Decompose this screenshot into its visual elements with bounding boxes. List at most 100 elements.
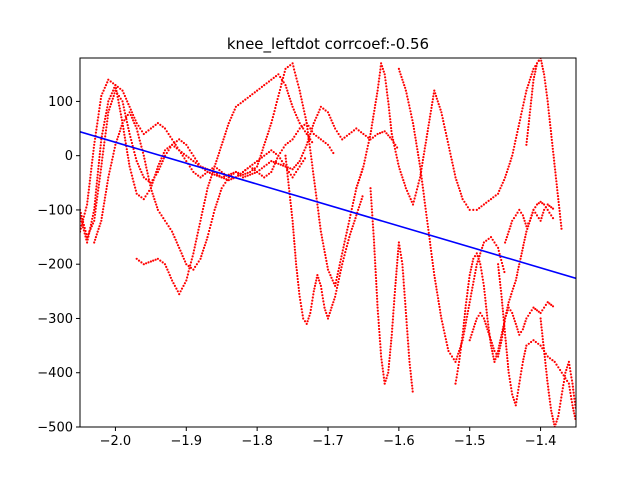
- scatter-point: [555, 363, 558, 366]
- scatter-point: [517, 330, 520, 334]
- scatter-point: [158, 211, 161, 214]
- scatter-point: [553, 360, 556, 363]
- scatter-point: [388, 359, 391, 363]
- scatter-point: [357, 206, 361, 209]
- scatter-point: [260, 85, 263, 88]
- scatter-point: [137, 194, 141, 197]
- scatter-point: [370, 202, 373, 205]
- scatter-point: [556, 417, 559, 420]
- scatter-point: [92, 152, 95, 155]
- scatter-point: [225, 130, 228, 133]
- scatter-point: [389, 124, 392, 127]
- scatter-point: [495, 244, 498, 247]
- scatter-point: [520, 113, 523, 116]
- scatter-point: [202, 204, 205, 208]
- scatter-point: [425, 138, 428, 141]
- scatter-point: [293, 242, 296, 245]
- scatter-point: [102, 89, 105, 92]
- scatter-point: [416, 185, 419, 188]
- scatter-point: [553, 162, 556, 165]
- scatter-point: [468, 301, 471, 304]
- scatter-point: [134, 157, 137, 160]
- scatter-point: [276, 157, 279, 160]
- scatter-point: [86, 200, 89, 203]
- scatter-point: [230, 116, 233, 119]
- scatter-point: [377, 321, 380, 324]
- scatter-point: [152, 125, 155, 128]
- scatter-point: [412, 200, 415, 203]
- scatter-point: [412, 127, 416, 130]
- scatter-point: [296, 80, 299, 83]
- scatter-point: [302, 151, 305, 155]
- scatter-point: [133, 151, 136, 154]
- scatter-point: [118, 130, 121, 133]
- scatter-point: [329, 309, 332, 312]
- scatter-point: [406, 336, 409, 339]
- scatter-point: [546, 301, 549, 304]
- y-tick-label: −400: [37, 366, 73, 381]
- scatter-point: [101, 153, 104, 156]
- scatter-point: [527, 126, 530, 129]
- scatter-point: [513, 320, 517, 323]
- scatter-point: [192, 154, 195, 157]
- scatter-point: [426, 130, 429, 133]
- scatter-point: [473, 322, 477, 325]
- scatter-point: [324, 253, 327, 257]
- scatter-point: [130, 171, 133, 174]
- scatter-point: [561, 387, 564, 390]
- scatter-point: [501, 304, 504, 307]
- scatter-point: [325, 259, 328, 262]
- scatter-point: [331, 279, 334, 282]
- scatter-point: [156, 122, 159, 125]
- scatter-point: [384, 76, 387, 79]
- scatter-point: [159, 165, 162, 168]
- scatter-point: [391, 135, 394, 138]
- scatter-point: [213, 173, 216, 176]
- scatter-point: [526, 227, 529, 230]
- scatter-point: [415, 191, 418, 194]
- scatter-point: [406, 189, 409, 192]
- scatter-point: [145, 169, 149, 172]
- scatter-point: [340, 255, 343, 258]
- scatter-point: [279, 163, 282, 166]
- scatter-point: [507, 365, 510, 368]
- scatter-point: [117, 135, 120, 138]
- scatter-point: [540, 329, 544, 332]
- scatter-point: [421, 180, 424, 183]
- scatter-point: [140, 130, 144, 133]
- scatter-point: [90, 220, 93, 223]
- scatter-point: [182, 284, 185, 287]
- scatter-point: [520, 370, 523, 373]
- scatter-point: [214, 206, 217, 209]
- scatter-point: [341, 249, 344, 252]
- scatter-point: [123, 133, 126, 136]
- scatter-point: [135, 160, 138, 163]
- scatter-point: [384, 79, 387, 82]
- scatter-point: [89, 170, 93, 173]
- scatter-point: [396, 253, 399, 256]
- scatter-point: [84, 235, 87, 238]
- scatter-point: [484, 296, 487, 299]
- scatter-point: [382, 376, 385, 379]
- scatter-point: [373, 250, 376, 253]
- scatter-point: [548, 118, 551, 121]
- scatter-point: [510, 390, 513, 393]
- scatter-point: [335, 278, 338, 282]
- scatter-point: [96, 173, 99, 176]
- scatter-point: [555, 183, 558, 186]
- scatter-point: [314, 282, 317, 285]
- scatter-point: [270, 160, 273, 163]
- scatter-point: [303, 130, 307, 133]
- scatter-point: [318, 221, 321, 224]
- scatter-point: [133, 183, 136, 186]
- scatter-point: [423, 195, 426, 198]
- scatter-point: [93, 140, 96, 143]
- scatter-point: [311, 164, 314, 167]
- scatter-point: [329, 274, 332, 277]
- scatter-point: [554, 171, 557, 174]
- scatter-point: [140, 261, 143, 264]
- scatter-point: [470, 265, 473, 268]
- scatter-point: [485, 325, 488, 328]
- scatter-point: [503, 327, 506, 330]
- scatter-point: [464, 324, 467, 327]
